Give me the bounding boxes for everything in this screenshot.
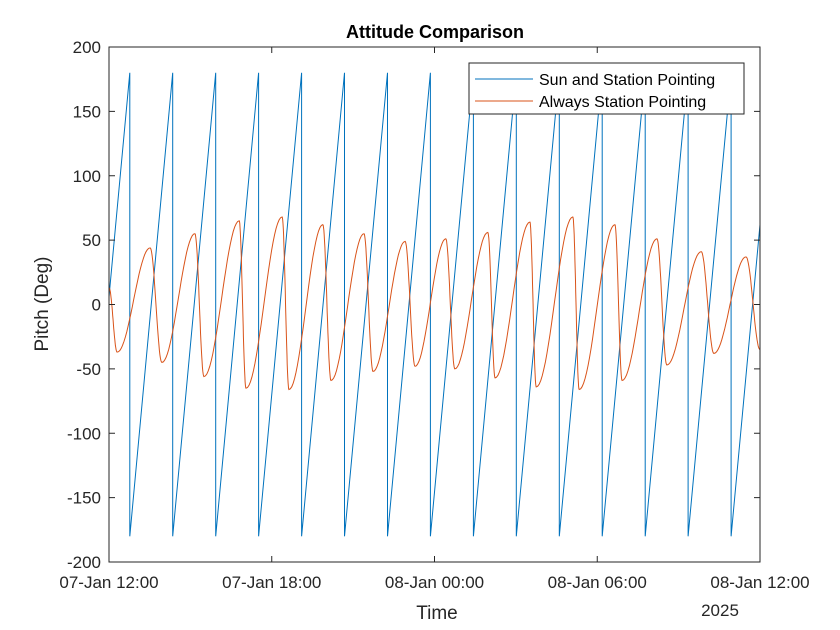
- y-tick-label: -50: [76, 360, 101, 379]
- series-layer: [108, 72, 761, 537]
- plot-area: [109, 47, 760, 562]
- y-tick-label: -150: [67, 489, 101, 508]
- axes-box: [108, 46, 761, 563]
- y-tick-label: 200: [73, 38, 101, 57]
- axes-layer: -200 -150 -100 -50 0 50 100 150 200 07-Jan 12:00 0…: [59, 38, 809, 592]
- y-tick-label: 50: [82, 231, 101, 250]
- legend-label-sun-and-station: Sun and Station Pointing: [539, 72, 715, 89]
- x-axis-label: Time: [416, 603, 458, 624]
- y-tick-label: -100: [67, 424, 101, 443]
- x-tick-label: 07-Jan 18:00: [222, 573, 321, 592]
- y-tick-label: 100: [73, 167, 101, 186]
- legend-box: [468, 62, 745, 115]
- y-tick-label: 0: [92, 296, 101, 315]
- x-tick-label: 07-Jan 12:00: [59, 573, 158, 592]
- x-tick-label: 08-Jan 06:00: [548, 573, 647, 592]
- y-tick-label: -200: [67, 553, 101, 572]
- legend-label-always-station: Always Station Pointing: [539, 94, 706, 111]
- legend[interactable]: Sun and Station Pointing Always Station …: [468, 62, 745, 115]
- x-tick-label: 08-Jan 12:00: [710, 573, 809, 592]
- chart-title: Attitude Comparison: [346, 22, 524, 42]
- y-tick-label: 150: [73, 102, 101, 121]
- x-tick-label: 08-Jan 00:00: [385, 573, 484, 592]
- y-axis-label: Pitch (Deg): [32, 256, 53, 351]
- x-axis-year-label: 2025: [701, 601, 739, 620]
- series-line-1: [108, 216, 761, 391]
